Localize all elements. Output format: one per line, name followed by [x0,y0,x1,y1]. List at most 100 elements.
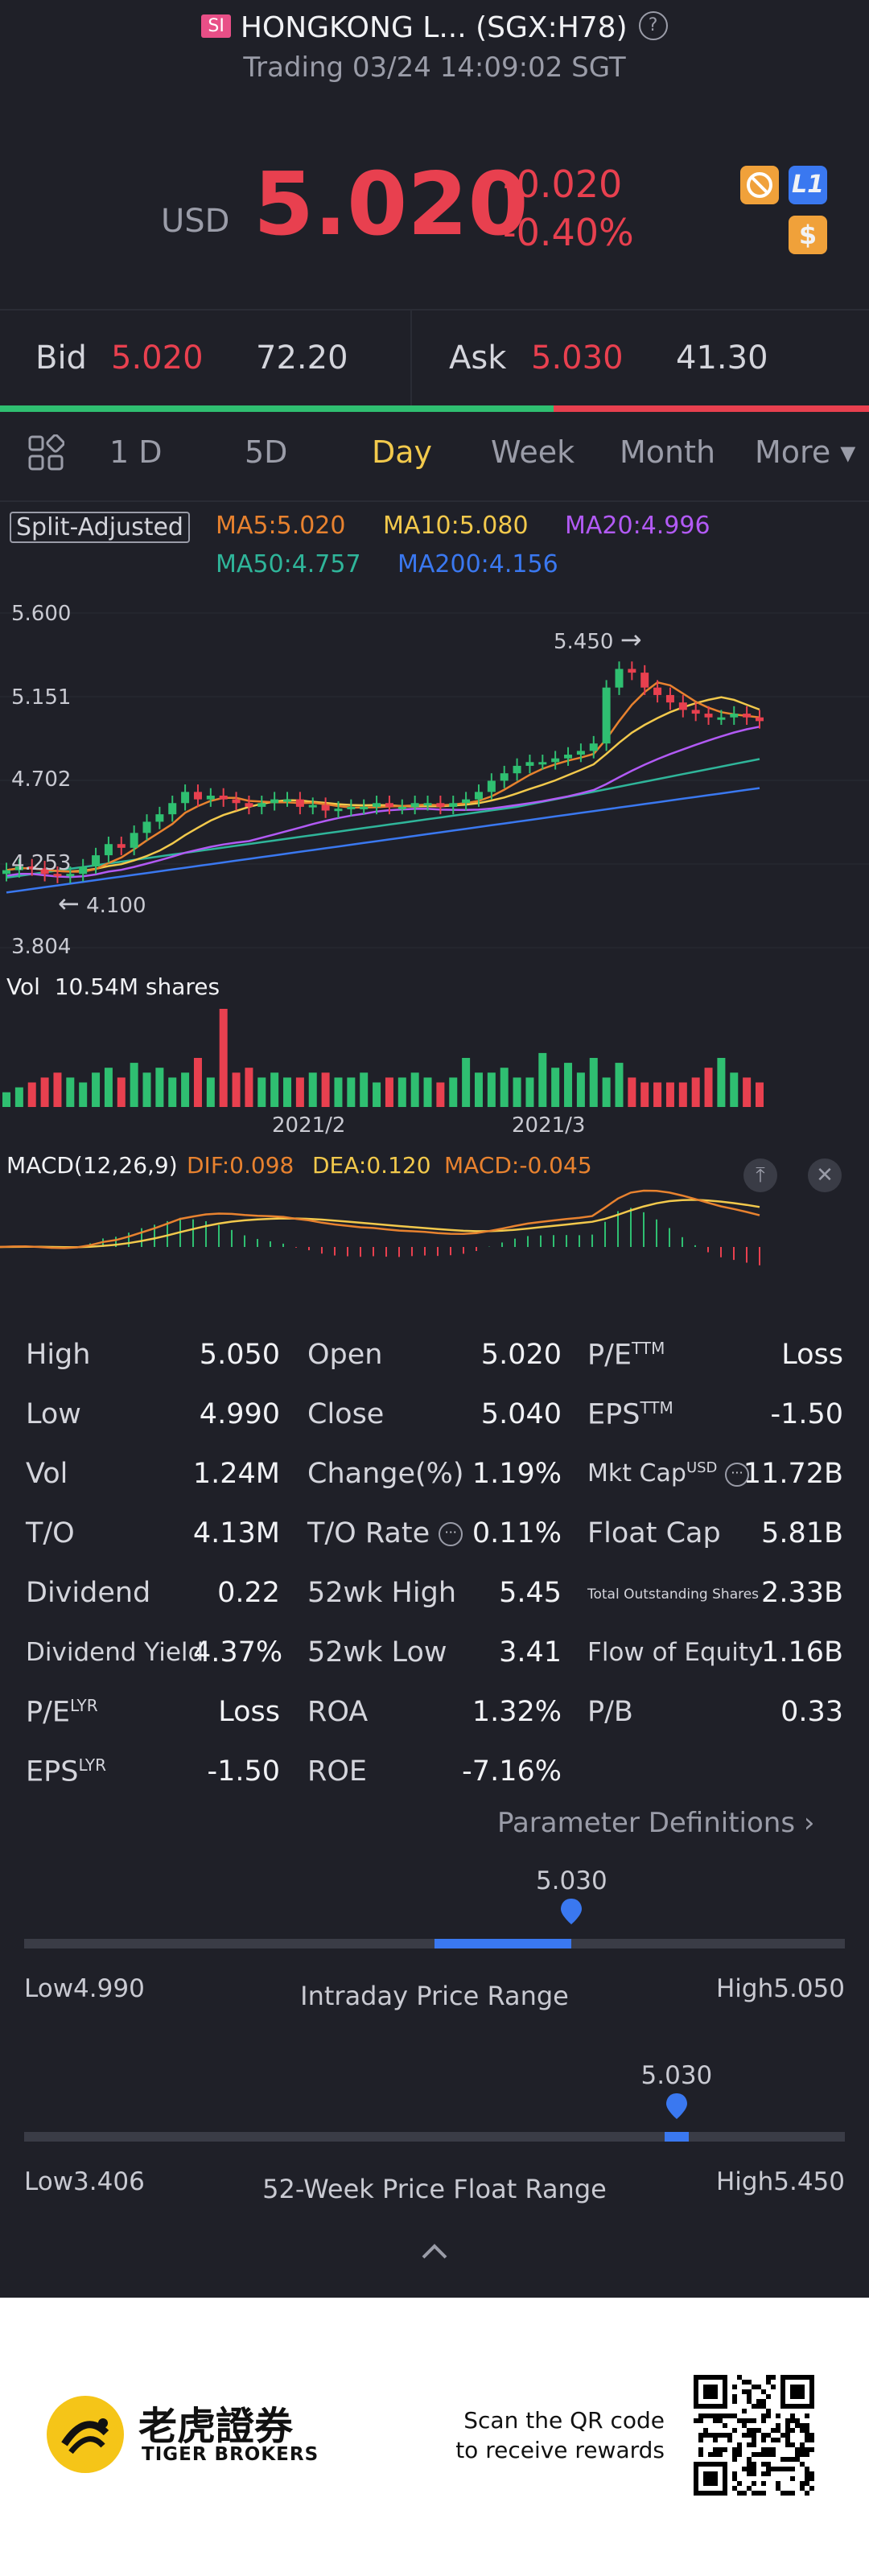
qr-module [805,2481,809,2486]
volume-bar [551,1068,560,1107]
qr-module [727,2438,732,2442]
stat-label: EPSTTM [587,1398,673,1431]
candle [245,803,253,807]
stat-label: Change(%) [307,1458,464,1490]
ma200-line [6,787,760,894]
macd-label: MACD(12,26,9) [6,1152,178,1179]
volume-bar [730,1072,739,1107]
stat-value: 2.33B [761,1577,843,1609]
qr-module [800,2423,805,2428]
qr-module [776,2438,780,2442]
stat-value: Loss [781,1339,843,1371]
candle [756,717,764,722]
volume-bar [474,1072,483,1107]
range-fill [664,2132,689,2142]
stat-value: 1.24M [192,1458,280,1490]
split-adjusted-toggle[interactable]: Split-Adjusted [10,512,190,543]
qr-module [747,2462,752,2467]
qr-module [742,2433,747,2438]
collapse-chevron-up-icon[interactable] [0,2241,869,2264]
tab-more[interactable]: More ▾ [755,434,856,470]
volume-bar [743,1077,752,1107]
tab-1d[interactable]: 1 D [109,434,163,470]
tab-week[interactable]: Week [491,434,575,470]
qr-module [723,2413,727,2418]
parameter-definitions-link[interactable]: Parameter Definitions › [497,1807,815,1839]
volume-bar [717,1058,726,1107]
ask-price: 5.030 [531,339,624,377]
close-icon[interactable]: ✕ [808,1158,842,1192]
tab-day[interactable]: Day [372,434,433,470]
qr-module [718,2447,723,2452]
qr-module [756,2399,761,2404]
candle [576,751,585,755]
qr-module [785,2423,790,2428]
tab-month[interactable]: Month [620,434,716,470]
qr-module [785,2433,790,2438]
candle [193,792,202,800]
qr-module [761,2462,766,2467]
qr-module [747,2380,752,2385]
qr-module [795,2457,800,2462]
stat-value: -1.50 [207,1755,280,1788]
volume-bar [283,1077,292,1107]
candle [104,844,113,856]
candle [487,780,496,792]
candle [206,795,215,800]
qr-module [747,2399,752,2404]
qr-module [761,2481,766,2486]
qr-module [766,2471,771,2476]
qr-module [747,2442,752,2447]
qr-module [790,2442,795,2447]
macd-value: MACD:-0.045 [444,1152,592,1179]
level1-icon[interactable]: L1 [789,166,827,204]
qr-module [800,2428,805,2433]
intraday-high: High5.050 [716,1974,845,2003]
qr-module [805,2423,809,2428]
qr-module [761,2452,766,2457]
qr-module [718,2433,723,2438]
qr-module [795,2418,800,2423]
volume-bar [628,1077,636,1107]
52-week-range-title: 52-Week Price Float Range [262,2174,607,2204]
dollar-icon[interactable]: $ [789,216,827,254]
qr-module [698,2413,703,2418]
no-trade-icon[interactable] [740,166,779,204]
qr-module [776,2428,780,2433]
help-icon[interactable]: ? [638,11,668,40]
qr-module [771,2385,776,2389]
volume-bar [66,1077,75,1107]
stat-value: 4.37% [193,1636,283,1669]
qr-module [756,2452,761,2457]
candlestick-chart[interactable] [0,587,869,965]
qr-module [718,2452,723,2457]
stat-label: Flow of Equity [587,1638,764,1667]
tab-5d[interactable]: 5D [245,434,288,470]
volume-bar [756,1082,764,1107]
qr-module [718,2413,723,2418]
52-week-high: High5.450 [716,2167,845,2196]
more-info-icon[interactable]: ··· [439,1522,463,1546]
qr-module [752,2433,756,2438]
volume-bar [449,1077,458,1107]
qr-module [732,2476,737,2481]
qr-module [776,2413,780,2418]
qr-module [752,2452,756,2457]
volume-bar [117,1077,126,1107]
range-fill [434,1939,572,1948]
52-week-low: Low3.406 [24,2167,145,2196]
layout-grid-icon[interactable] [27,434,65,475]
stat-value: 5.040 [480,1398,562,1430]
qr-module [805,2433,809,2438]
more-info-icon[interactable]: ··· [724,1462,749,1487]
stat-value: -1.50 [770,1398,843,1430]
stat-value: 5.050 [199,1339,280,1371]
qr-module [785,2491,790,2496]
ma5-label: MA5:5.020 [216,512,346,540]
qr-module [713,2447,718,2452]
pin-top-icon[interactable]: ⤒ [743,1158,777,1192]
volume-bar [487,1072,496,1107]
qr-module [747,2428,752,2433]
qr-code[interactable] [694,2375,814,2496]
qr-module [805,2452,809,2457]
